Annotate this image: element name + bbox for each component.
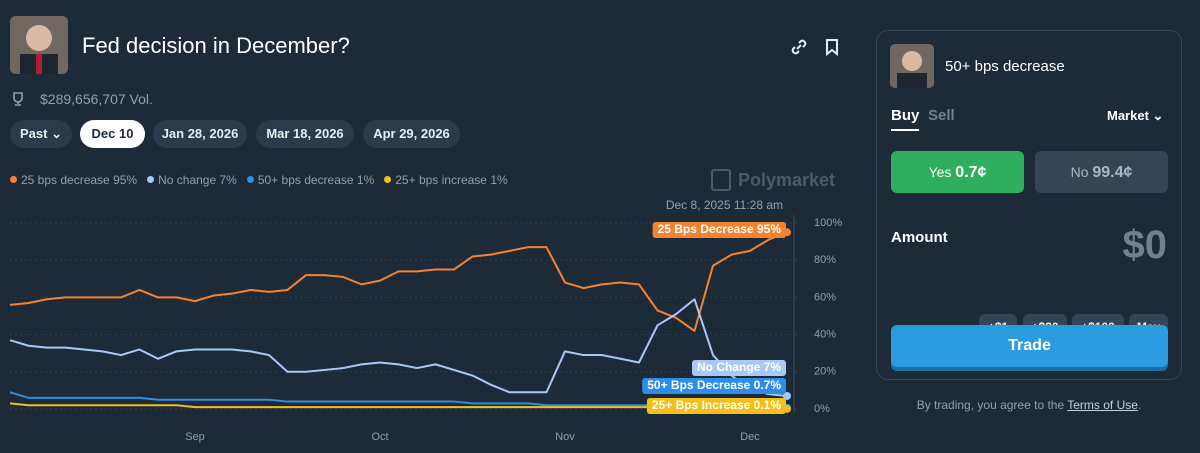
amount-label: Amount — [891, 229, 948, 246]
x-tick-label: Oct — [371, 431, 388, 443]
y-tick-label: 60% — [814, 291, 836, 303]
outcome-title: 50+ bps decrease — [945, 58, 1065, 75]
y-tick-label: 80% — [814, 254, 836, 266]
legend-label: No change 7% — [158, 173, 237, 187]
market-image — [10, 16, 68, 74]
no-price: 99.4¢ — [1092, 164, 1133, 181]
x-tick-label: Nov — [555, 431, 575, 443]
legend-dot — [384, 176, 392, 183]
trade-panel: 50+ bps decrease Buy Sell Market ⌄ Yes 0… — [876, 30, 1182, 380]
end-label-text: No Change 7% — [697, 360, 781, 374]
watermark-icon — [711, 169, 731, 191]
end-dot — [783, 391, 791, 400]
legend-item: No change 7% — [147, 173, 237, 187]
end-label: No Change 7% — [691, 360, 786, 376]
terms-link[interactable]: Terms of Use — [1067, 398, 1138, 412]
outcome-image — [890, 44, 934, 88]
x-tick-label: Dec — [740, 431, 760, 443]
end-label-bg — [642, 378, 786, 394]
y-tick-label: 20% — [814, 366, 836, 378]
series-line — [9, 231, 788, 332]
sell-tab[interactable]: Sell — [928, 107, 955, 124]
end-label-bg — [691, 360, 786, 376]
hover-date: Dec 8, 2025 11:28 am — [666, 198, 783, 212]
y-tick-label: 0% — [814, 403, 830, 415]
tab[interactable]: Mar 18, 2026 — [256, 120, 354, 148]
legend-dot — [10, 176, 17, 183]
chart: Polymarket Dec 8, 2025 11:28 am 0% 20% 40%… — [9, 169, 842, 443]
buy-tab[interactable]: Buy — [891, 107, 920, 131]
avatar-art — [10, 16, 68, 74]
legend-label: 50+ bps decrease 1% — [257, 173, 375, 187]
x-tick-label: Sep — [185, 431, 205, 443]
order-type[interactable]: Market ⌄ — [1107, 108, 1164, 123]
end-label-bg — [646, 398, 786, 414]
bookmark-icon[interactable] — [824, 38, 840, 56]
tab-selected[interactable]: Dec 10 — [80, 120, 145, 148]
end-label: 50+ Bps Decrease 0.7% — [642, 378, 786, 394]
legend-dot — [246, 176, 254, 183]
tab[interactable]: Jan 28, 2026 — [153, 120, 247, 148]
series-line — [9, 298, 788, 397]
yes-button[interactable]: Yes 0.7¢ — [891, 151, 1024, 193]
legend-dot — [147, 176, 155, 183]
end-label-text: 25 Bps Decrease 95% — [658, 222, 782, 236]
y-tick-label: 40% — [814, 329, 836, 341]
order-type-label: Market — [1107, 108, 1149, 123]
disclaimer-end: . — [1137, 398, 1142, 412]
end-label-bg — [652, 222, 786, 238]
end-label: 25 Bps Decrease 95% — [652, 222, 786, 238]
end-label-text: 50+ Bps Decrease 0.7% — [647, 378, 781, 392]
tab[interactable]: Past ⌄ — [10, 120, 72, 148]
legend-item: 25 bps decrease 95% — [10, 173, 137, 187]
disclaimer-text: By trading, you agree to the — [916, 398, 1068, 412]
end-label-text: 25+ Bps Increase 0.1% — [652, 398, 781, 412]
amount-input[interactable]: $0 — [1122, 223, 1168, 267]
watermark: Polymarket — [738, 170, 835, 190]
tab[interactable]: Apr 29, 2026 — [363, 120, 460, 148]
legend-label: 25 bps decrease 95% — [21, 173, 138, 187]
disclaimer: By trading, you agree to the Terms of Us… — [876, 398, 1182, 412]
tab-label: Past — [20, 126, 48, 141]
no-label: No — [1070, 164, 1089, 180]
legend-item: 25+ bps increase 1% — [384, 173, 508, 187]
volume: $289,656,707 Vol. — [40, 91, 153, 107]
link-icon[interactable] — [790, 38, 808, 56]
no-button[interactable]: No 99.4¢ — [1035, 151, 1168, 193]
legend-item: 50+ bps decrease 1% — [246, 173, 375, 187]
yes-price: 0.7¢ — [955, 164, 987, 181]
trade-button[interactable]: Trade — [891, 325, 1168, 367]
market-title: Fed decision in December? — [82, 33, 350, 58]
yes-label: Yes — [928, 164, 952, 180]
end-label: 25+ Bps Increase 0.1% — [646, 398, 786, 414]
trophy-icon — [13, 92, 23, 106]
legend-label: 25+ bps increase 1% — [395, 173, 508, 187]
legend: 25 bps decrease 95% No change 7% 50+ bps d… — [10, 173, 508, 187]
y-tick-label: 100% — [814, 217, 842, 229]
